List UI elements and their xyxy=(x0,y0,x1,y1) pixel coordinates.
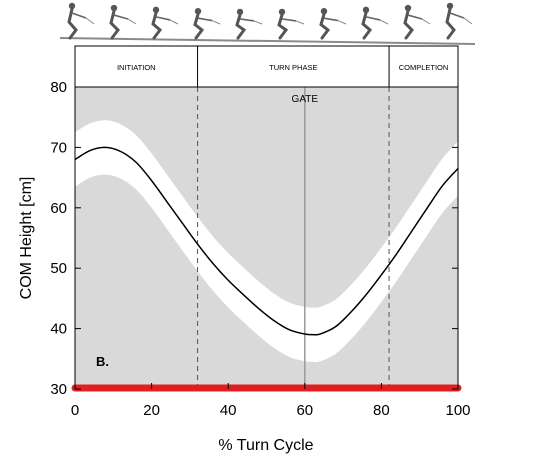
y-axis-label: COM Height [cm] xyxy=(18,177,35,300)
snow-line xyxy=(59,37,476,45)
skier-figure xyxy=(277,8,305,40)
panel-label: B. xyxy=(96,354,109,369)
y-tick-label: 80 xyxy=(50,79,67,96)
gate-label: GATE xyxy=(292,94,319,105)
x-tick-label: 100 xyxy=(445,402,470,419)
x-axis-label: % Turn Cycle xyxy=(218,437,313,454)
x-tick-label: 0 xyxy=(71,402,79,419)
x-axis: 0 20 40 60 80 100 xyxy=(71,383,471,419)
x-tick-label: 20 xyxy=(143,402,160,419)
skier-figure xyxy=(319,7,347,40)
phase-header: INITIATION TURN PHASE COMPLETION xyxy=(74,45,459,88)
std-band xyxy=(75,120,458,363)
y-tick-label: 60 xyxy=(50,200,67,217)
y-tick-label: 30 xyxy=(50,381,67,398)
y-axis: 30 40 50 60 70 80 xyxy=(50,79,458,398)
x-tick-label: 80 xyxy=(373,402,390,419)
phase-label-initiation: INITIATION xyxy=(117,63,156,72)
y-tick-label: 50 xyxy=(50,260,67,277)
skier-figure xyxy=(445,2,473,40)
skier-figure xyxy=(361,6,389,40)
series-mean-line xyxy=(74,146,459,336)
skier-figure xyxy=(109,4,137,40)
x-tick-label: 60 xyxy=(296,402,313,419)
skier-figure xyxy=(151,6,179,40)
phase-label-turn-phase: TURN PHASE xyxy=(269,63,317,72)
skier-figure xyxy=(235,8,263,40)
y-tick-label: 40 xyxy=(50,321,67,338)
skier-figure xyxy=(193,7,221,40)
skier-sequence-illustration xyxy=(59,2,476,45)
skier-figure xyxy=(403,4,431,40)
x-tick-label: 40 xyxy=(220,402,237,419)
skier-figure xyxy=(67,2,95,40)
y-tick-label: 70 xyxy=(50,139,67,156)
phase-label-completion: COMPLETION xyxy=(399,63,449,72)
